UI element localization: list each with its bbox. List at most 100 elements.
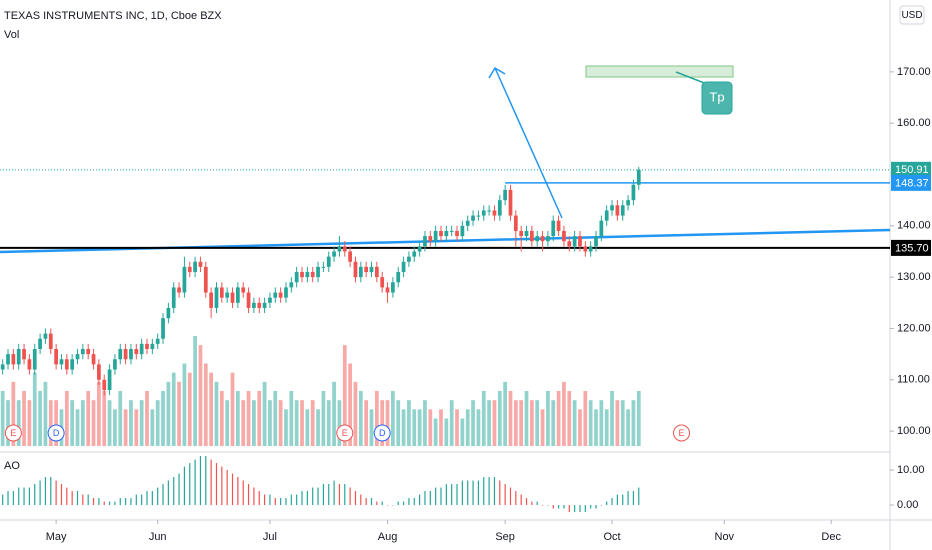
volume-bar <box>492 400 497 446</box>
ao-bar <box>205 456 207 506</box>
ao-bar <box>328 484 330 506</box>
volume-bar <box>604 409 609 446</box>
ao-bar <box>574 505 576 513</box>
volume-bar <box>97 381 101 446</box>
candle-body <box>562 230 566 242</box>
candle-body <box>332 251 336 257</box>
candle-body <box>187 266 192 273</box>
candle-body <box>70 359 75 370</box>
volume-bar <box>6 400 10 446</box>
volume-bar <box>428 409 433 446</box>
volume-bar <box>214 381 219 446</box>
ao-bar <box>130 498 132 506</box>
candle-body <box>80 348 85 355</box>
ao-bar <box>28 487 30 506</box>
candle-body <box>487 210 491 212</box>
volume-bar <box>246 391 251 446</box>
candle-body <box>198 261 203 267</box>
candle-body <box>64 359 69 370</box>
volume-bar <box>75 409 80 446</box>
candle-body <box>284 287 288 298</box>
volume-bar <box>123 409 128 446</box>
volume-bar <box>230 372 235 446</box>
x-tick-label: Jun <box>149 531 167 543</box>
candle-body <box>535 236 540 242</box>
volume-bar <box>22 391 26 446</box>
candle-body <box>161 318 165 339</box>
candle-body <box>626 200 630 206</box>
candle-body <box>91 354 96 365</box>
volume-bar <box>364 400 369 446</box>
ao-bar <box>253 487 255 506</box>
ao-bar <box>162 484 164 506</box>
volume-bar <box>562 381 566 446</box>
candle-body <box>348 251 352 262</box>
candle-body <box>102 379 107 391</box>
volume-bar <box>412 409 417 446</box>
volume-bar <box>278 400 283 446</box>
ao-bar <box>242 480 244 506</box>
volume-bar <box>38 391 42 446</box>
volume-bar <box>417 409 422 446</box>
candle-body <box>444 230 449 237</box>
level-badge <box>891 239 931 256</box>
y-tick-label: 140.00 <box>897 220 931 232</box>
candle-body <box>337 246 342 252</box>
ao-bar <box>103 501 105 506</box>
ao-bar <box>167 480 169 506</box>
volume-bar <box>407 400 411 446</box>
ao-bar <box>392 505 394 506</box>
ao-bar <box>317 487 319 506</box>
candle-body <box>22 348 26 360</box>
volume-bar <box>316 409 320 446</box>
ao-bar <box>349 487 351 506</box>
x-tick-label: Aug <box>378 531 398 543</box>
candle-body <box>636 169 641 185</box>
volume-bar <box>444 418 449 446</box>
candle-body <box>449 230 454 232</box>
volume-bar <box>567 391 572 446</box>
volume-bar <box>300 400 304 446</box>
ao-bar <box>579 505 581 513</box>
candle-body <box>583 246 588 252</box>
candle-body <box>556 220 561 231</box>
candle-body <box>16 348 21 365</box>
event-marker <box>336 424 354 442</box>
ao-bar <box>114 501 116 506</box>
x-tick-label: May <box>46 531 67 543</box>
candle-body <box>471 215 475 221</box>
candle-body <box>257 302 262 308</box>
volume-bar <box>166 381 171 446</box>
event-label: D <box>53 428 60 438</box>
volume-bar <box>503 381 508 446</box>
ao-bar <box>108 501 111 506</box>
target-zone <box>585 65 734 78</box>
volume-bar <box>508 391 513 446</box>
callout-text: Tp <box>709 89 724 104</box>
ao-bar <box>87 494 89 506</box>
candle-body <box>273 292 278 298</box>
candle-body <box>401 261 406 273</box>
volume-bar <box>225 400 230 446</box>
ao-bar <box>611 498 613 506</box>
y-tick-label: 120.00 <box>897 322 931 334</box>
ao-bar <box>595 505 597 509</box>
candle-body <box>300 272 304 278</box>
ao-tick-label: 0.00 <box>897 499 918 511</box>
ao-bar <box>306 491 308 506</box>
currency-box[interactable] <box>899 5 925 25</box>
ao-bar <box>151 491 153 506</box>
candle-body <box>241 287 246 293</box>
ao-bar <box>338 484 341 506</box>
volume-bar <box>358 391 363 446</box>
volume-bar <box>0 391 5 446</box>
volume-bar <box>380 400 385 446</box>
ao-bar <box>381 501 383 506</box>
volume-bar <box>273 391 278 446</box>
ao-bar <box>322 484 324 506</box>
ao-bar <box>210 459 212 506</box>
candle-body <box>604 210 609 221</box>
candle-body <box>129 348 133 360</box>
ao-bar <box>226 470 228 506</box>
